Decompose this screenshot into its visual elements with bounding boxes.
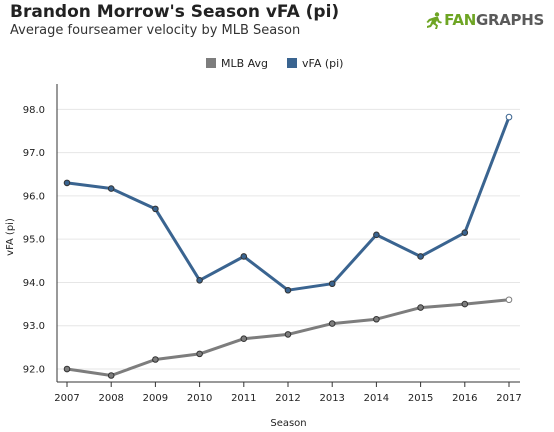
x-tick-label: 2007	[54, 393, 79, 404]
mlb-avg-point[interactable]	[152, 356, 159, 363]
y-tick-label: 97.0	[23, 148, 45, 159]
y-axis-title: vFA (pi)	[5, 218, 16, 256]
mlb-avg-point[interactable]	[328, 320, 336, 327]
vfa-point[interactable]	[152, 205, 159, 213]
logo-text-fan: FAN	[444, 11, 476, 29]
x-tick-label: 2013	[319, 393, 344, 404]
vfa-point[interactable]	[373, 231, 380, 239]
y-tick-label: 96.0	[23, 191, 45, 202]
mlb-avg-point[interactable]	[107, 372, 115, 379]
x-axis-title: Season	[270, 418, 306, 429]
vfa-point[interactable]	[505, 113, 513, 121]
mlb-avg-point[interactable]	[284, 331, 292, 338]
vfa-point[interactable]	[328, 280, 336, 288]
y-tick-label: 95.0	[23, 235, 45, 246]
vfa-point[interactable]	[417, 253, 424, 260]
legend[interactable]: MLB Avg vFA (pi)	[206, 57, 343, 70]
legend-item-vfa[interactable]: vFA (pi)	[287, 57, 343, 70]
mlb-avg-point[interactable]	[417, 304, 424, 311]
vfa-point[interactable]	[63, 179, 71, 187]
legend-swatch	[287, 58, 297, 68]
x-tick-label: 2012	[275, 393, 300, 404]
mlb-avg-point[interactable]	[461, 300, 469, 308]
runner-logo-icon	[426, 11, 443, 29]
vfa-point[interactable]	[284, 286, 292, 294]
grid-lines	[57, 108, 520, 370]
x-tick-label: 2011	[231, 393, 256, 404]
mlb-avg-point[interactable]	[373, 315, 380, 323]
mlb-avg-point[interactable]	[505, 296, 513, 304]
mlb-avg-point[interactable]	[63, 365, 71, 373]
legend-label: MLB Avg	[221, 57, 268, 70]
vfa-point[interactable]	[196, 276, 203, 284]
axes: 92.0 93.0 94.0 95.0 96.0 97.0 98.0 2007 2008 2009…	[23, 84, 522, 404]
x-tick-label: 2014	[364, 393, 389, 404]
series-layer	[63, 113, 513, 379]
vfa-point[interactable]	[461, 229, 469, 236]
vfa-line	[65, 115, 511, 292]
vfa-point[interactable]	[107, 185, 115, 192]
x-tick-label: 2010	[187, 393, 212, 404]
x-tick-label: 2017	[496, 393, 521, 404]
mlb-avg-point[interactable]	[196, 350, 203, 358]
fangraphs-logo[interactable]: FAN GRAPHS	[425, 11, 544, 29]
x-tick-label: 2008	[98, 393, 123, 404]
legend-label: vFA (pi)	[302, 57, 343, 70]
mlb-avg-point[interactable]	[240, 335, 248, 343]
x-tick-label: 2009	[143, 393, 168, 404]
y-tick-label: 93.0	[23, 321, 45, 332]
legend-swatch	[206, 58, 216, 68]
chart-subtitle: Average fourseamer velocity by MLB Seaso…	[10, 23, 301, 38]
y-tick-label: 94.0	[23, 278, 45, 289]
vfa-point[interactable]	[240, 253, 248, 260]
legend-item-mlb-avg[interactable]: MLB Avg	[206, 57, 268, 70]
chart-title: Brandon Morrow's Season vFA (pi)	[10, 2, 340, 22]
y-tick-label: 98.0	[23, 105, 45, 116]
y-tick-label: 92.0	[23, 365, 45, 376]
x-tick-label: 2016	[452, 393, 477, 404]
x-tick-label: 2015	[408, 393, 433, 404]
logo-text-graphs: GRAPHS	[475, 11, 544, 29]
